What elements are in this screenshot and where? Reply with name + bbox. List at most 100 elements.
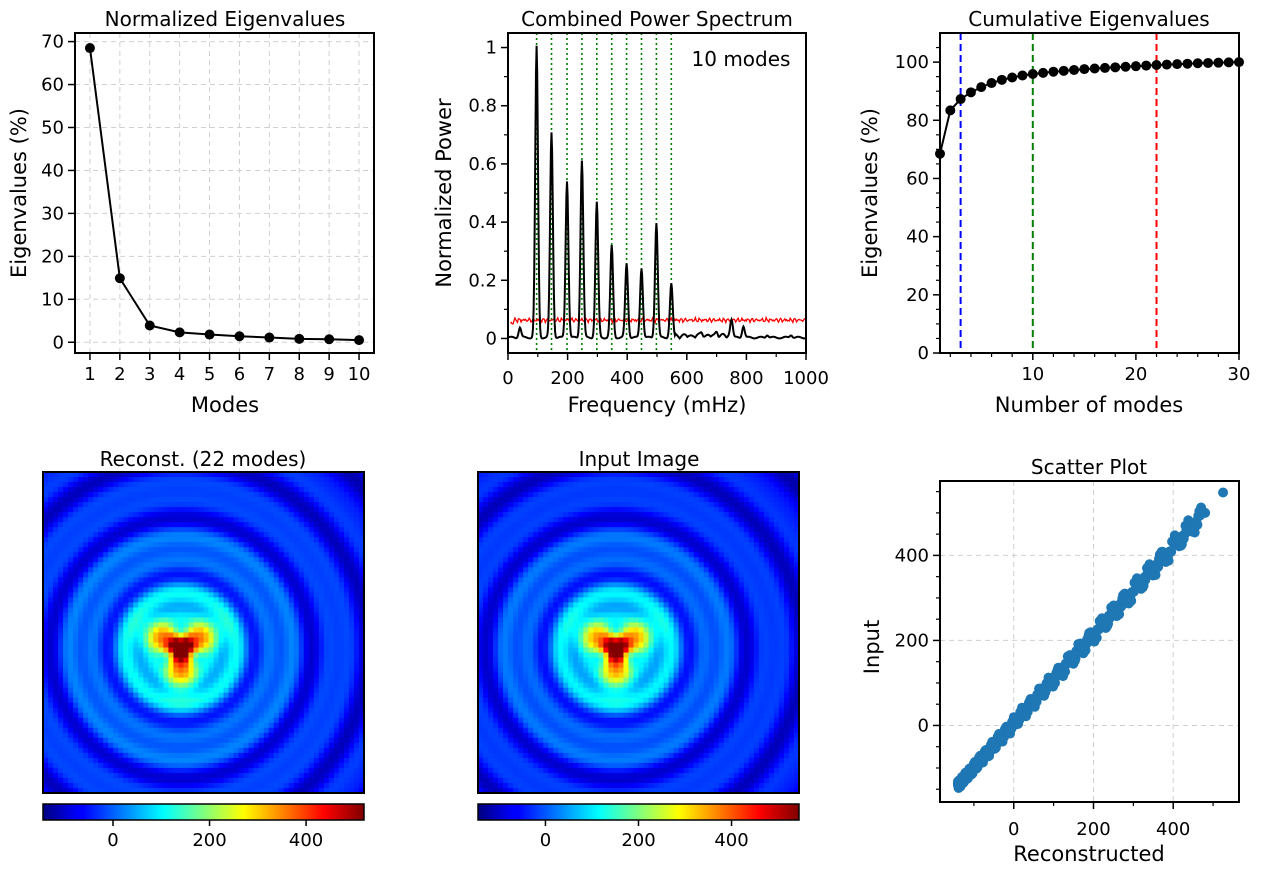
image-pixel (58, 522, 64, 528)
image-pixel (128, 737, 134, 744)
image-pixel (88, 667, 94, 674)
image-pixel (278, 612, 285, 619)
image-pixel (318, 507, 325, 513)
image-pixel (68, 562, 74, 568)
image-pixel (753, 502, 760, 508)
image-pixel (693, 507, 700, 513)
image-pixel (598, 477, 604, 483)
image-pixel (298, 612, 305, 619)
image-pixel (253, 502, 260, 508)
image-pixel (48, 607, 54, 614)
image-pixel (198, 717, 205, 724)
image-pixel (163, 767, 169, 774)
image-pixel (293, 502, 300, 508)
image-pixel (108, 767, 114, 774)
image-pixel (48, 707, 54, 714)
image-pixel (248, 517, 255, 523)
image-pixel (133, 497, 139, 503)
image-pixel (648, 472, 655, 478)
image-pixel (318, 667, 325, 674)
image-pixel (588, 497, 594, 503)
image-pixel (283, 632, 290, 639)
image-pixel (223, 762, 230, 769)
image-pixel (288, 627, 295, 634)
image-pixel (223, 717, 230, 724)
image-pixel (238, 702, 245, 709)
image-pixel (338, 547, 345, 553)
image-pixel (268, 662, 275, 669)
image-pixel (123, 587, 129, 593)
image-pixel (173, 617, 180, 624)
image-pixel (193, 622, 200, 629)
image-pixel (138, 487, 144, 493)
image-pixel (198, 552, 205, 558)
image-pixel (348, 577, 355, 583)
image-pixel (358, 692, 365, 699)
image-pixel (313, 582, 320, 588)
image-pixel (333, 582, 340, 588)
image-pixel (348, 652, 355, 659)
image-pixel (358, 592, 365, 598)
image-pixel (103, 772, 109, 779)
image-pixel (168, 587, 175, 593)
image-pixel (173, 732, 180, 739)
image-pixel (183, 747, 190, 754)
image-pixel (103, 507, 109, 513)
image-pixel (248, 637, 255, 644)
image-pixel (68, 547, 74, 553)
image-pixel (168, 742, 175, 749)
image-pixel (238, 472, 245, 478)
image-pixel (148, 482, 154, 488)
image-pixel (238, 587, 245, 593)
eigenvalue-points (84, 43, 365, 346)
image-pixel (278, 572, 285, 578)
image-pixel (213, 732, 220, 739)
image-pixel (148, 682, 154, 689)
image-pixel (733, 507, 740, 513)
image-pixel (578, 487, 584, 493)
image-pixel (228, 667, 235, 674)
image-pixel (93, 772, 99, 779)
image-pixel (223, 772, 230, 779)
image-pixel (313, 572, 320, 578)
image-pixel (163, 472, 169, 478)
image-pixel (333, 647, 340, 654)
image-pixel (328, 522, 335, 528)
image-pixel (338, 577, 345, 583)
image-pixel (143, 567, 149, 573)
image-pixel (298, 472, 305, 478)
image-pixel (98, 682, 104, 689)
image-pixel (123, 572, 129, 578)
image-pixel (103, 782, 109, 789)
image-pixel (178, 702, 185, 709)
image-pixel (103, 787, 109, 794)
image-pixel (188, 492, 195, 498)
image-pixel (163, 517, 169, 523)
image-pixel (303, 487, 310, 493)
image-pixel (243, 612, 250, 619)
image-pixel (63, 757, 69, 764)
image-pixel (103, 617, 109, 624)
image-pixel (333, 602, 340, 609)
image-pixel (208, 477, 215, 483)
image-pixel (223, 767, 230, 774)
image-pixel (618, 517, 625, 523)
image-pixel (358, 772, 365, 779)
image-pixel (103, 657, 109, 664)
image-pixel (633, 507, 640, 513)
image-pixel (288, 562, 295, 568)
image-pixel (188, 512, 195, 518)
image-pixel (118, 707, 124, 714)
image-pixel (208, 632, 215, 639)
image-pixel (718, 472, 725, 478)
image-pixel (198, 537, 205, 543)
image-pixel (168, 552, 175, 558)
image-pixel (128, 487, 134, 493)
image-pixel (133, 562, 139, 568)
image-pixel (63, 552, 69, 558)
image-pixel (683, 517, 690, 523)
image-pixel (123, 747, 129, 754)
image-pixel (148, 567, 154, 573)
cumulative-point (1141, 60, 1152, 71)
image-pixel (188, 522, 195, 528)
